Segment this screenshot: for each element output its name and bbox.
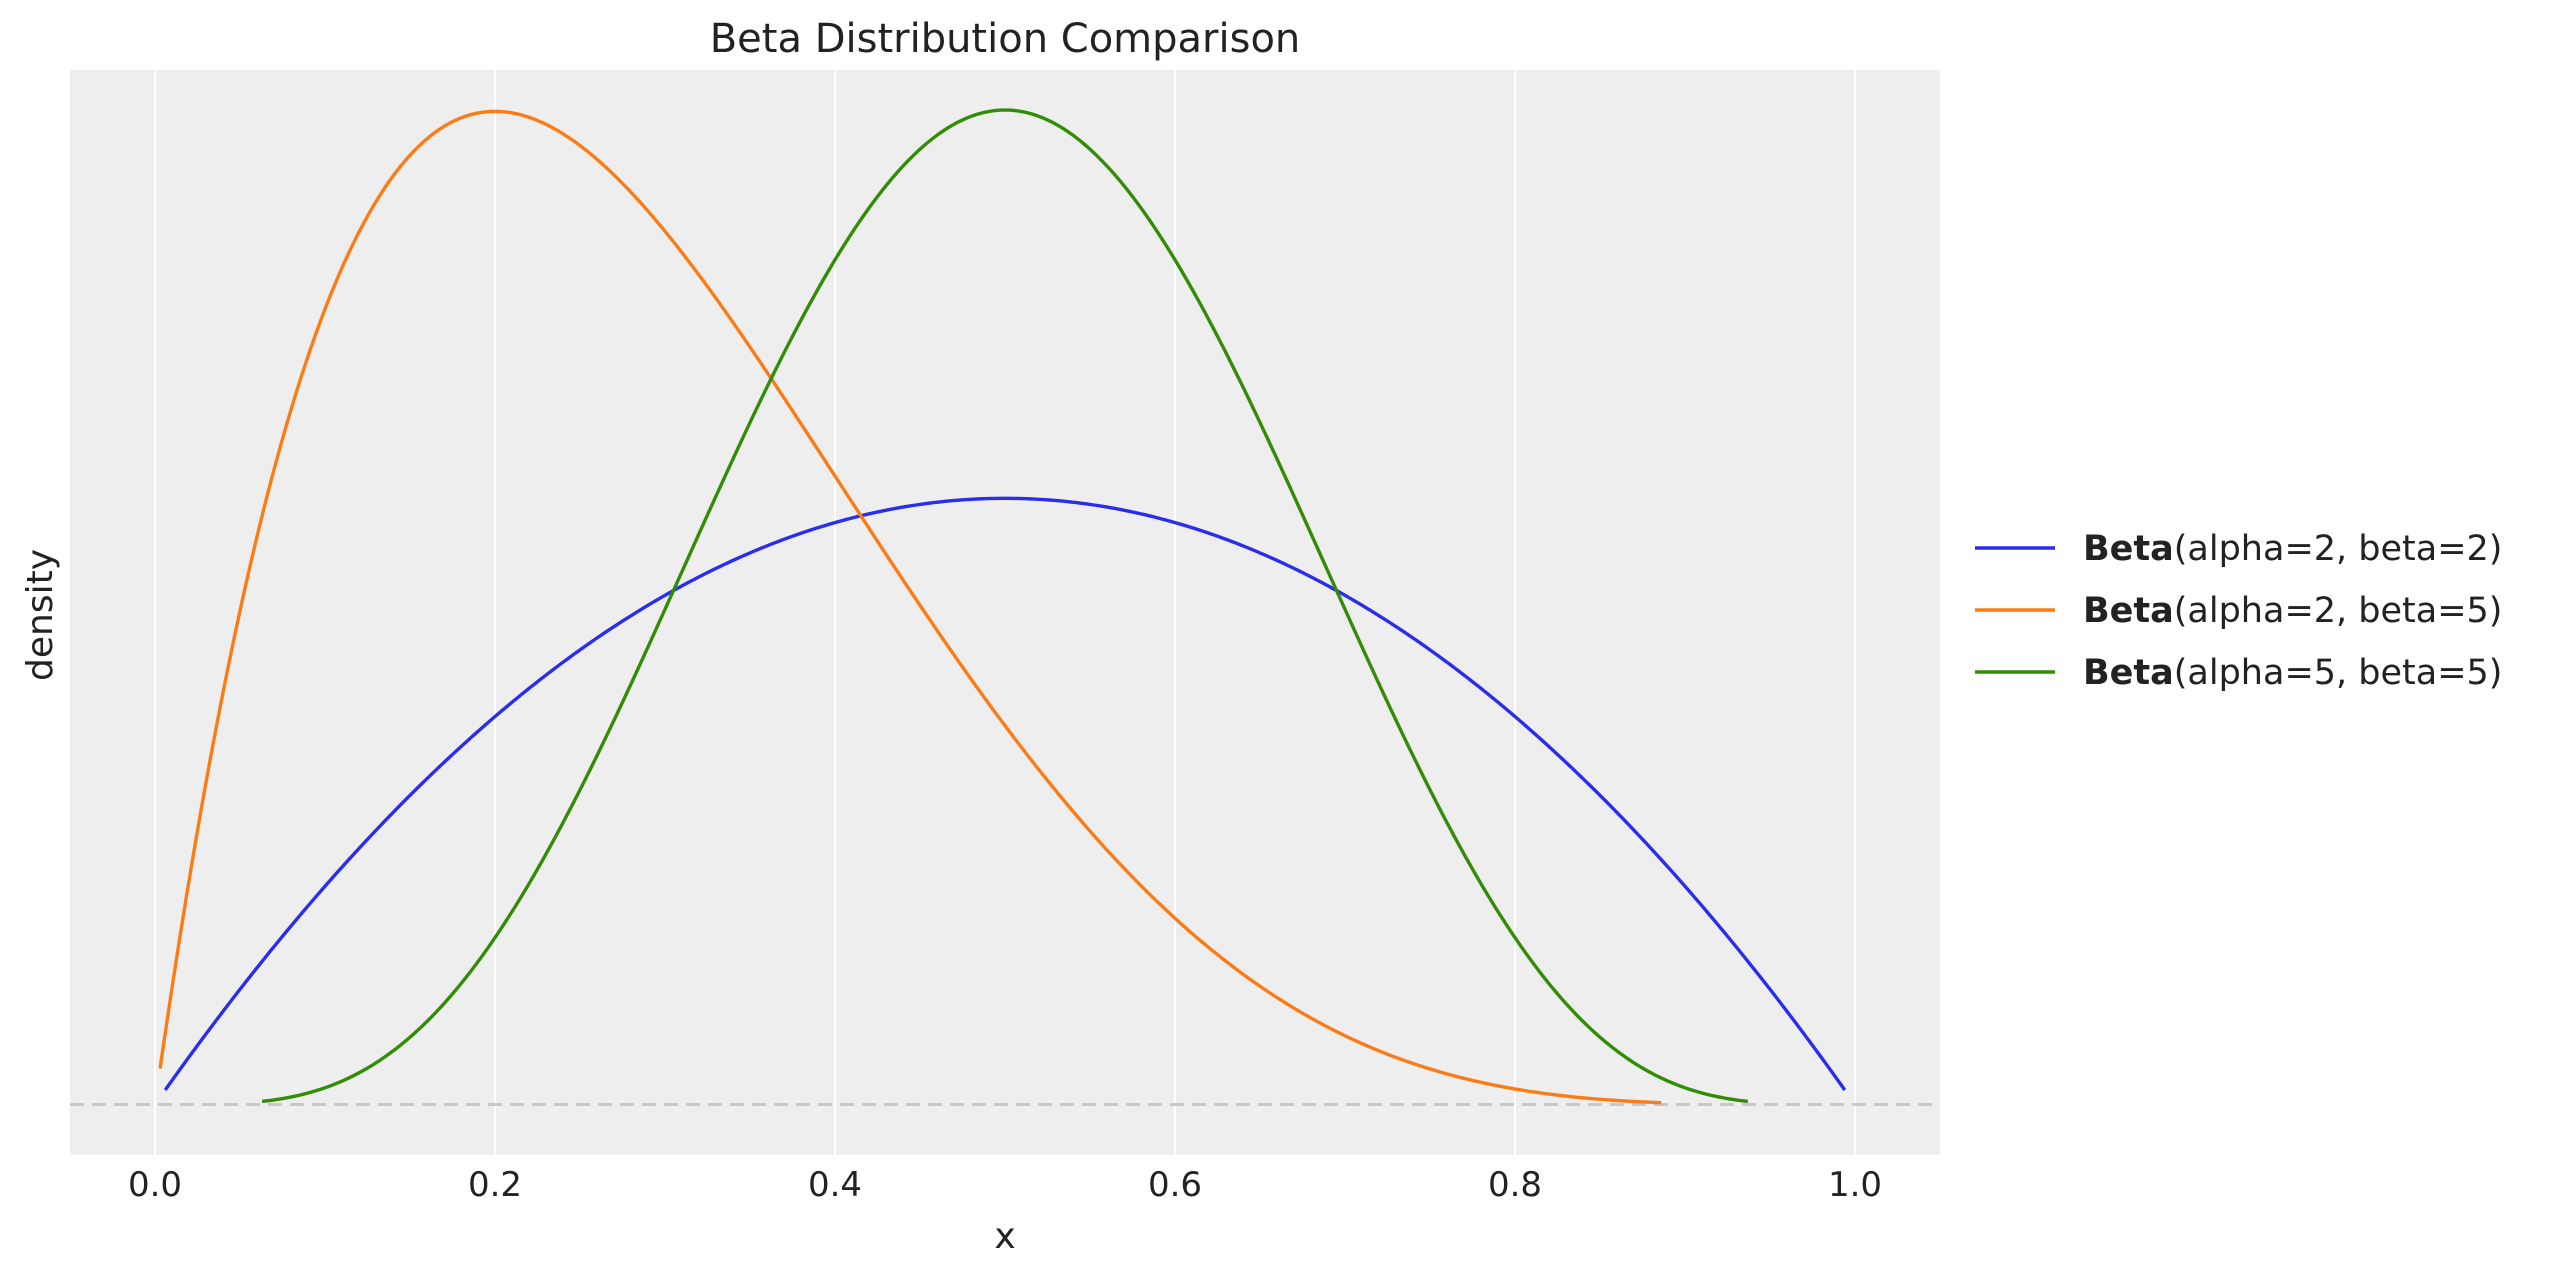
y-axis-label: density (20, 549, 61, 681)
series-line-3 (261, 108, 1749, 1104)
legend-label-1: Beta(alpha=2, beta=2) (2083, 529, 2502, 569)
legend-label-params: (alpha=2, beta=5) (2174, 591, 2503, 631)
x-tick-label: 0.8 (1488, 1165, 1542, 1205)
x-axis-label: x (994, 1216, 1015, 1257)
x-tick-label: 0.0 (128, 1165, 182, 1205)
legend: Beta(alpha=2, beta=2)Beta(alpha=2, beta=… (1975, 529, 2502, 693)
legend-label-bold: Beta (2083, 529, 2174, 569)
legend-label-bold: Beta (2083, 591, 2174, 631)
series-lines (158, 108, 1847, 1105)
grid-lines (154, 70, 1856, 1155)
x-tick-label: 1.0 (1828, 1165, 1882, 1205)
plot-area (70, 70, 1940, 1155)
x-tick-label: 0.6 (1148, 1165, 1202, 1205)
legend-label-params: (alpha=2, beta=2) (2174, 529, 2503, 569)
x-tick-label: 0.2 (468, 1165, 522, 1205)
chart-title: Beta Distribution Comparison (710, 16, 1301, 62)
series-line-2 (158, 109, 1662, 1105)
x-tick-label: 0.4 (808, 1165, 862, 1205)
series-line-1 (163, 496, 1847, 1092)
legend-label-3: Beta(alpha=5, beta=5) (2083, 653, 2502, 693)
x-tick-labels: 0.0 0.2 0.4 0.6 0.8 1.0 (128, 1165, 1882, 1205)
legend-label-2: Beta(alpha=2, beta=5) (2083, 591, 2502, 631)
legend-label-params: (alpha=5, beta=5) (2174, 653, 2503, 693)
legend-label-bold: Beta (2083, 653, 2174, 693)
